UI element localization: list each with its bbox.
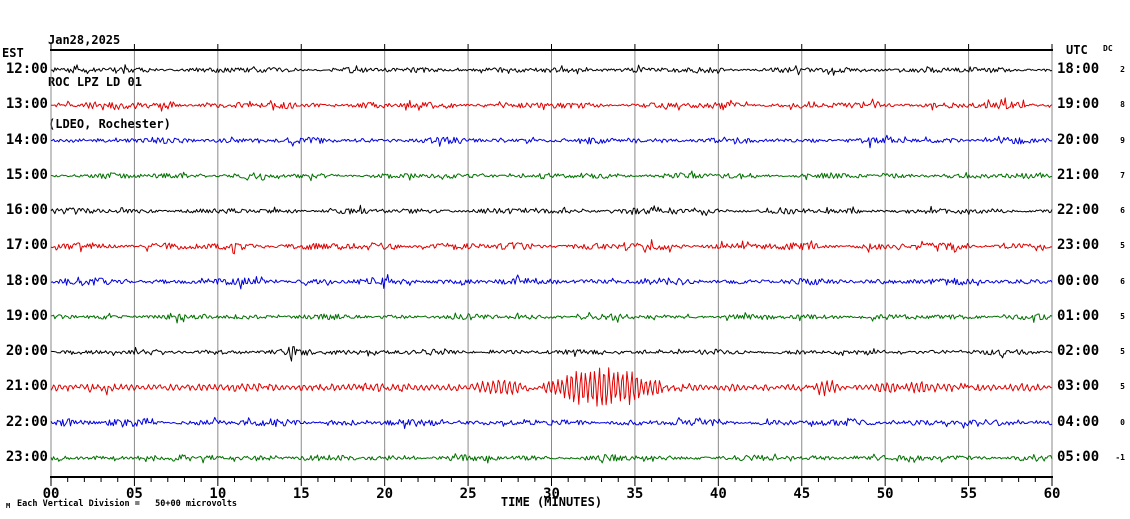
corner-glyph: M [6, 502, 11, 510]
dc-value: 7 [1120, 170, 1125, 180]
dc-value: -1 [1115, 453, 1125, 462]
trace-12:00 [50, 64, 1053, 76]
x-tick-label-50: 50 [876, 486, 894, 502]
utc-label-22:00: 22:00 [1057, 202, 1100, 219]
est-label-13:00: 13:00 [5, 96, 48, 113]
right-timezone-label: UTC [1066, 43, 1088, 57]
utc-label-03:00: 03:00 [1057, 378, 1100, 395]
scale-note: Each Vertical Division = 50+00 microvolt… [17, 499, 238, 509]
trace-22:00 [50, 416, 1053, 429]
utc-label-05:00: 05:00 [1057, 449, 1100, 465]
x-tick-label-25: 25 [459, 486, 477, 502]
trace-19:00 [50, 311, 1053, 324]
dc-value: 6 [1120, 276, 1125, 286]
utc-label-18:00: 18:00 [1057, 61, 1100, 77]
x-tick-label-35: 35 [626, 486, 644, 502]
dc-value: 5 [1120, 311, 1125, 321]
x-tick-label-05: 05 [125, 486, 143, 502]
est-label-16:00: 16:00 [5, 202, 48, 219]
x-tick-label-10: 10 [209, 486, 227, 502]
x-tick-label-30: 30 [543, 486, 560, 502]
utc-label-20:00: 20:00 [1057, 131, 1100, 148]
x-tick-label-45: 45 [793, 486, 811, 502]
est-label-22:00: 22:00 [5, 413, 48, 430]
utc-label-02:00: 02:00 [1057, 343, 1100, 360]
dc-value: 5 [1120, 382, 1125, 392]
utc-label-23:00: 23:00 [1057, 237, 1100, 254]
x-tick-label-20: 20 [376, 486, 394, 502]
x-tick-label-60: 60 [1043, 486, 1061, 502]
trace-15:00 [50, 170, 1053, 182]
header-date: Jan28,2025 [48, 33, 121, 47]
dc-value: 5 [1120, 347, 1125, 357]
trace-20:00 [50, 346, 1053, 362]
est-label-14:00: 14:00 [5, 131, 48, 148]
trace-17:00 [50, 239, 1053, 255]
x-axis-title: TIME (MINUTES) [500, 495, 603, 509]
est-label-12:00: 12:00 [5, 61, 48, 77]
trace-23:00 [50, 453, 1053, 464]
utc-label-04:00: 04:00 [1057, 413, 1100, 430]
trace-14:00 [50, 134, 1053, 149]
trace-13:00 [50, 97, 1053, 112]
est-label-15:00: 15:00 [5, 166, 48, 183]
trace-21:00 [50, 367, 1053, 407]
x-tick-label-55: 55 [960, 486, 977, 502]
x-tick-label-00: 00 [42, 486, 60, 502]
left-timezone-label: EST [2, 46, 24, 60]
trace-18:00 [50, 274, 1053, 290]
trace-16:00 [50, 204, 1053, 217]
x-tick-label-15: 15 [292, 486, 310, 502]
utc-label-19:00: 19:00 [1057, 96, 1100, 113]
dc-value: 2 [1120, 65, 1125, 74]
utc-label-00:00: 00:00 [1057, 272, 1100, 289]
dc-value: 0 [1120, 417, 1125, 427]
est-label-17:00: 17:00 [5, 237, 48, 254]
x-tick-label-40: 40 [709, 486, 727, 502]
est-label-19:00: 19:00 [5, 307, 48, 324]
utc-label-21:00: 21:00 [1057, 166, 1100, 183]
dc-value: 5 [1120, 241, 1125, 251]
est-label-20:00: 20:00 [5, 343, 48, 360]
est-label-21:00: 21:00 [5, 378, 48, 395]
utc-label-01:00: 01:00 [1057, 307, 1100, 324]
dc-column-label: DC [1103, 44, 1113, 53]
dc-value: 8 [1120, 100, 1125, 110]
est-label-18:00: 18:00 [5, 272, 48, 289]
est-label-23:00: 23:00 [5, 449, 48, 465]
dc-value: 6 [1120, 206, 1125, 216]
dc-value: 9 [1120, 135, 1125, 145]
header-station: ROC LPZ LD 01 [48, 75, 142, 89]
